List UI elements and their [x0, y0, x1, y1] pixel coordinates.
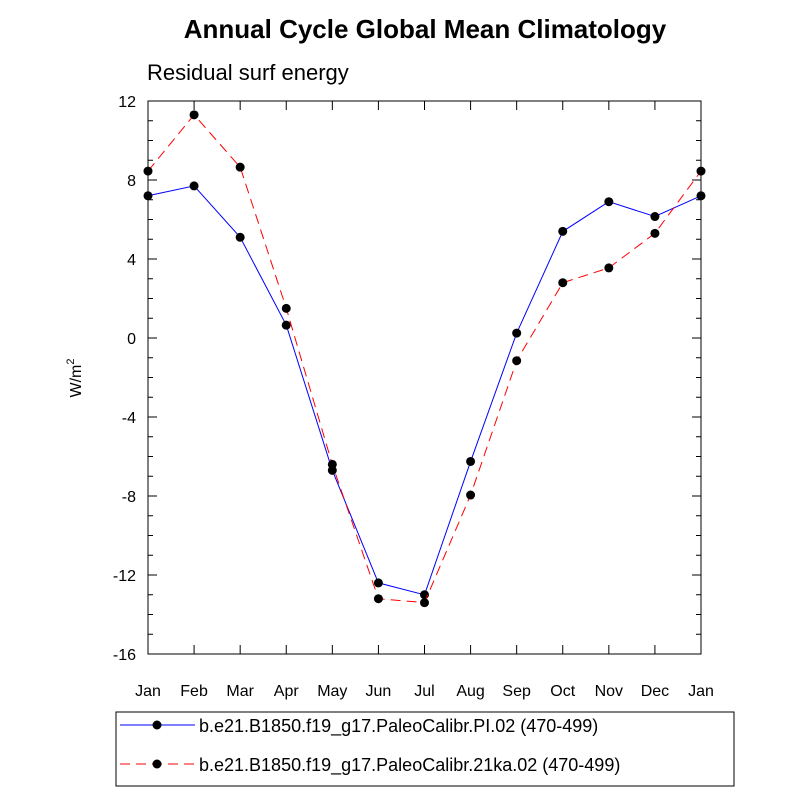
series-line-0 [147, 185, 702, 596]
legend-marker-21ka [152, 759, 162, 769]
chart-title: Annual Cycle Global Mean Climatology [184, 14, 667, 44]
x-tick-label: Jul [414, 683, 434, 700]
legend: b.e21.B1850.f19_g17.PaleoCalibr.PI.02 (4… [115, 711, 735, 787]
x-tick-label: Jan [688, 683, 714, 700]
x-axis: Jan Feb Mar Apr May Jun Jul Aug Sep Oct Nov Dec Jan [135, 101, 714, 700]
series-1-point [373, 594, 383, 604]
plot-frame [147, 100, 702, 655]
y-tick-label: -4 [122, 410, 136, 427]
x-tick-label: Mar [226, 683, 254, 700]
y-tick-label: 0 [127, 331, 136, 348]
legend-label-pi: b.e21.B1850.f19_g17.PaleoCalibr.PI.02 (4… [199, 716, 598, 737]
series-1-point [696, 166, 706, 176]
series-0-point [420, 590, 429, 600]
y-tick-label: -16 [113, 647, 136, 664]
chart-subtitle: Residual surf energy [147, 60, 349, 85]
series-0-point [512, 328, 522, 338]
y-tick-label: 4 [127, 252, 136, 269]
series-0-point [143, 191, 153, 201]
series-0-point [235, 232, 245, 242]
series-1-point [327, 459, 337, 469]
x-tick-label: Jun [366, 683, 392, 700]
series-0-point [189, 181, 199, 191]
series-0-point [650, 212, 660, 222]
y-axis-label-exponent: 2 [65, 359, 77, 365]
series-1-point [281, 303, 291, 313]
series-1-point [189, 110, 199, 120]
x-tick-label: Apr [274, 683, 300, 700]
y-axis-label-unit: W/m [68, 365, 85, 398]
series-1-point [143, 166, 153, 176]
x-tick-label: Nov [595, 683, 623, 700]
y-tick-label: 8 [127, 173, 136, 190]
series-layer [143, 110, 706, 608]
series-1-point [235, 162, 245, 172]
plot-area [147, 100, 702, 655]
series-1-point [558, 278, 568, 288]
x-tick-label: Feb [180, 683, 208, 700]
series-0-point [281, 320, 291, 330]
y-axis: -16 -12 -8 -4 0 4 8 12 [113, 94, 701, 664]
series-0-point [558, 226, 568, 236]
x-tick-label: Aug [456, 683, 484, 700]
y-axis-label: W/m2 [65, 359, 85, 398]
x-tick-label: Sep [502, 683, 531, 700]
series-1-point [420, 598, 429, 608]
series-0-point [696, 191, 706, 201]
series-0-point [373, 578, 383, 588]
legend-box [115, 711, 735, 787]
x-tick-label: May [317, 683, 347, 700]
x-tick-label: Jan [135, 683, 161, 700]
series-line-1 [147, 114, 702, 604]
y-tick-label: -12 [113, 568, 136, 585]
x-tick-label: Oct [550, 683, 575, 700]
series-1-point [512, 356, 522, 366]
series-1-point [466, 490, 476, 500]
legend-label-21ka: b.e21.B1850.f19_g17.PaleoCalibr.21ka.02 … [199, 755, 620, 776]
series-0-point [604, 197, 614, 207]
series-0-point [466, 456, 476, 466]
y-tick-label: -8 [122, 489, 136, 506]
y-tick-label: 12 [118, 94, 136, 111]
series-1-point [604, 263, 614, 273]
series-1-point [650, 228, 660, 238]
legend-marker-pi [152, 720, 162, 730]
x-tick-label: Dec [641, 683, 669, 700]
